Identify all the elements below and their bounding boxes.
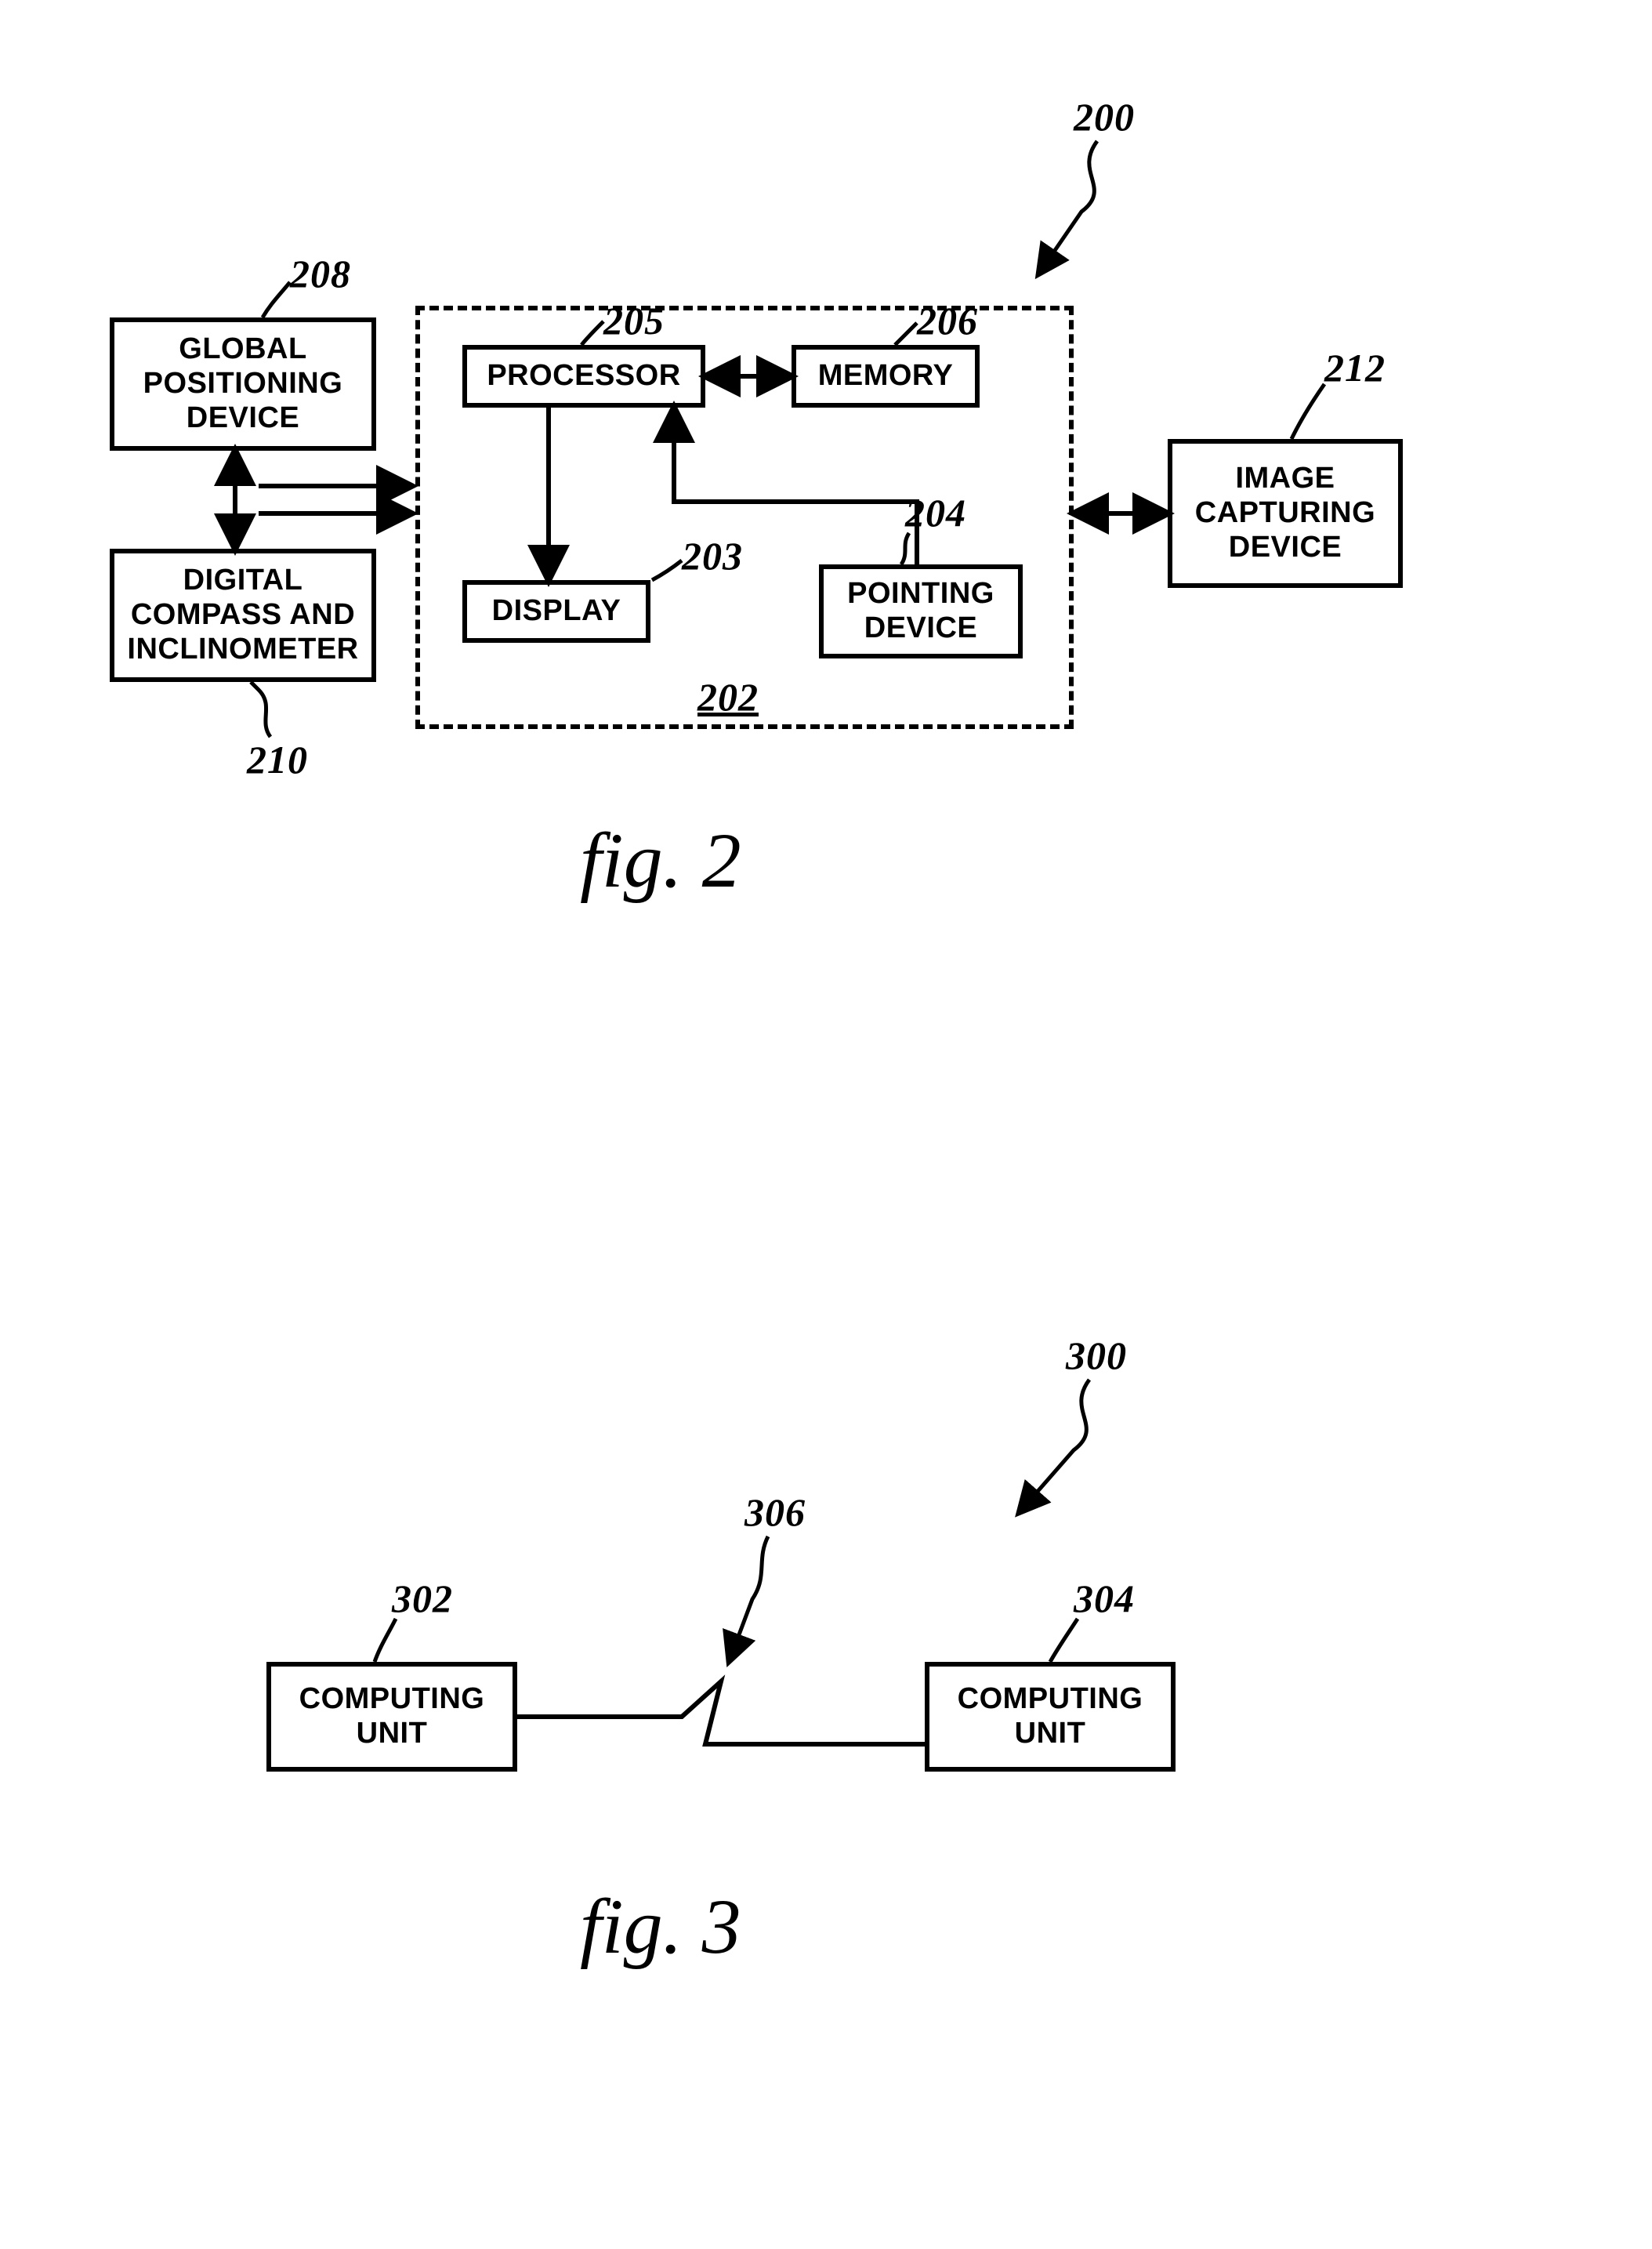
ref-203: 203 <box>682 533 743 579</box>
box-memory: MEMORY <box>792 345 980 408</box>
box-compass: DIGITAL COMPASS AND INCLINOMETER <box>110 549 376 682</box>
box-display: DISPLAY <box>462 580 650 643</box>
ref-210: 210 <box>247 737 308 782</box>
box-cu-left: COMPUTING UNIT <box>266 1662 517 1772</box>
box-cu-left-label: COMPUTING UNIT <box>299 1682 485 1750</box>
ref-302: 302 <box>392 1576 453 1621</box>
ref-204: 204 <box>905 490 966 535</box>
box-cu-right: COMPUTING UNIT <box>925 1662 1176 1772</box>
ref-306: 306 <box>744 1489 806 1535</box>
box-display-label: DISPLAY <box>492 594 621 629</box>
ref-202: 202 <box>697 674 759 720</box>
ref-212: 212 <box>1324 345 1386 390</box>
box-gps-label: GLOBAL POSITIONING DEVICE <box>143 332 343 435</box>
box-image: IMAGE CAPTURING DEVICE <box>1168 439 1403 588</box>
ref-300: 300 <box>1066 1333 1127 1378</box>
box-cu-right-label: COMPUTING UNIT <box>958 1682 1143 1750</box>
box-processor: PROCESSOR <box>462 345 705 408</box>
box-compass-label: DIGITAL COMPASS AND INCLINOMETER <box>127 564 358 666</box>
fig2-caption: fig. 2 <box>580 815 741 905</box>
box-gps: GLOBAL POSITIONING DEVICE <box>110 317 376 451</box>
box-pointing-label: POINTING DEVICE <box>847 577 994 645</box>
box-processor-label: PROCESSOR <box>487 359 680 394</box>
ref-200: 200 <box>1074 94 1135 140</box>
ref-208: 208 <box>290 251 351 296</box>
fig3-caption: fig. 3 <box>580 1881 741 1972</box>
ref-304: 304 <box>1074 1576 1135 1621</box>
box-image-label: IMAGE CAPTURING DEVICE <box>1195 462 1375 564</box>
box-memory-label: MEMORY <box>818 359 954 394</box>
ref-206: 206 <box>917 298 978 343</box>
box-pointing: POINTING DEVICE <box>819 564 1023 658</box>
ref-205: 205 <box>603 298 665 343</box>
